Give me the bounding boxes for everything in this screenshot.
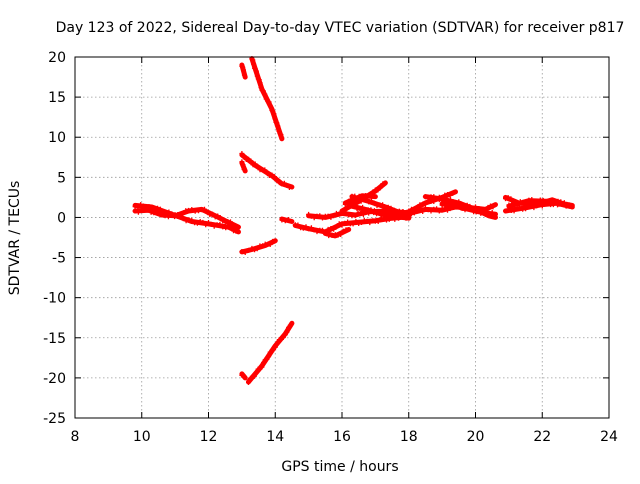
series-24	[506, 197, 572, 209]
y-tick-label: -25	[43, 411, 66, 427]
y-tick-label: -15	[43, 331, 66, 347]
x-tick-label: 8	[71, 429, 80, 445]
series-6	[239, 151, 295, 190]
chart-title: Day 123 of 2022, Sidereal Day-to-day VTE…	[56, 20, 625, 36]
x-tick-label: 14	[266, 429, 284, 445]
series-markers	[239, 372, 246, 378]
series-3	[239, 62, 248, 80]
series-markers	[246, 322, 293, 385]
x-tick-label: 22	[533, 429, 551, 445]
y-tick-label: -5	[52, 251, 66, 267]
series-markers	[239, 159, 247, 172]
series-20	[422, 194, 498, 220]
series-markers	[239, 238, 276, 255]
y-tick-label: 15	[48, 90, 66, 106]
x-axis-label: GPS time / hours	[281, 459, 398, 475]
grid-layer	[75, 57, 609, 418]
y-tick-label: 0	[57, 210, 66, 226]
x-tick-label: 10	[133, 429, 151, 445]
series-markers	[279, 217, 292, 224]
x-tick-label: 18	[400, 429, 418, 445]
y-tick-label: -20	[43, 371, 66, 387]
series-5	[239, 159, 248, 174]
series-markers	[506, 197, 569, 209]
series-9	[239, 371, 248, 381]
y-tick-label: 5	[57, 170, 66, 186]
series-10	[246, 320, 295, 385]
series-markers	[239, 63, 247, 78]
x-tick-label: 24	[600, 429, 618, 445]
y-tick-label: -10	[43, 291, 66, 307]
series-layer	[132, 56, 575, 385]
series-markers	[239, 151, 292, 190]
series-21	[439, 201, 498, 217]
series-4	[249, 56, 285, 142]
tick-layer: 8 10 12 14 16 18 20 22 24 -25 -20 -15 -10 -5 0 5 10 15 20	[43, 50, 618, 445]
series-7	[239, 238, 278, 255]
series-markers	[322, 227, 349, 239]
series-markers	[439, 201, 495, 217]
y-tick-label: 20	[48, 50, 66, 66]
y-axis-label: SDTVAR / TECUs	[7, 181, 23, 296]
series-2	[132, 202, 241, 235]
x-tick-label: 16	[333, 429, 351, 445]
x-tick-label: 20	[467, 429, 485, 445]
x-tick-label: 12	[200, 429, 218, 445]
series-8	[279, 216, 295, 224]
series-13	[322, 227, 352, 239]
series-markers	[132, 202, 239, 234]
series-markers	[249, 56, 284, 137]
y-tick-label: 10	[48, 130, 66, 146]
